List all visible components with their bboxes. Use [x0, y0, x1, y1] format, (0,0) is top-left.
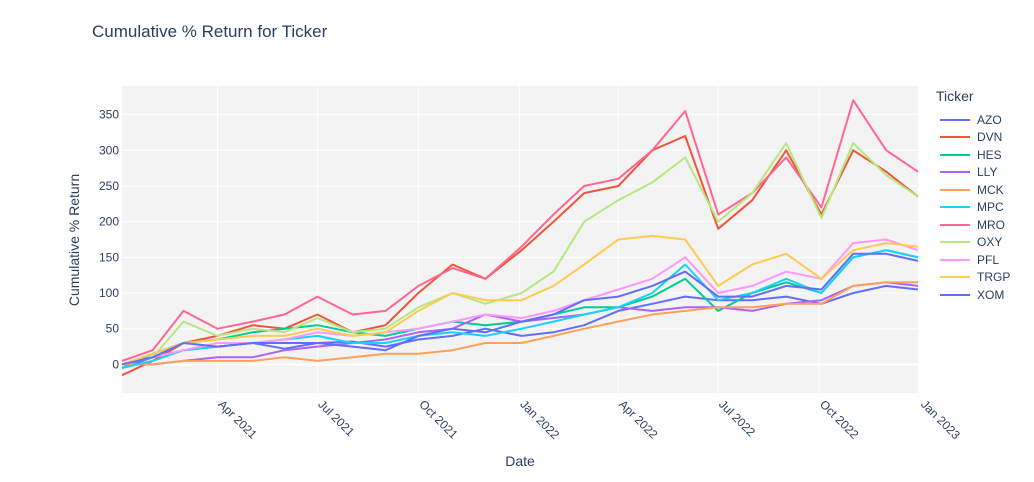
x-tick-label: Oct 2022 [817, 397, 862, 442]
y-tick-label: 150 [99, 250, 119, 264]
legend-swatch [940, 223, 970, 226]
x-tick-label: Jan 2022 [517, 397, 562, 442]
legend-item-pfl[interactable]: PFL [936, 251, 1030, 269]
legend-label: MRO [977, 217, 1005, 232]
x-tick-label: Apr 2022 [616, 397, 661, 442]
legend-swatch [940, 241, 970, 244]
x-tick-labels: Apr 2021 Jul 2021 Oct 2021 Jan 2022 Apr 2022… [215, 397, 963, 442]
legend-item-hes[interactable]: HES [936, 146, 1030, 164]
y-tick-label: 0 [112, 357, 119, 371]
y-tick-label: 350 [99, 108, 119, 122]
x-tick-label: Jan 2023 [918, 397, 963, 442]
legend-label: MPC [977, 200, 1004, 215]
series-lines[interactable] [121, 99, 919, 377]
series-line-xom[interactable] [121, 252, 919, 366]
legend-swatch [940, 153, 970, 156]
legend-swatch [940, 136, 970, 139]
y-tick-label: 100 [99, 286, 119, 300]
legend-item-mpc[interactable]: MPC [936, 199, 1030, 217]
legend-item-lly[interactable]: LLY [936, 164, 1030, 182]
legend-label: TRGP [977, 270, 1011, 285]
legend-items: AZO DVN HES LLY MCK MPC MRO OXY PFL TRGP XOM [936, 111, 1030, 304]
legend-label: HES [977, 147, 1002, 162]
legend-swatch [940, 171, 970, 174]
legend-swatch [940, 188, 970, 191]
series-line-oxy[interactable] [121, 142, 919, 366]
series-line-mck[interactable] [122, 281, 918, 366]
legend-title: Ticker [936, 88, 974, 104]
y-tick-label: 300 [99, 143, 119, 157]
y-tick-labels: 0 50 100 150 200 250 300 350 [99, 108, 119, 372]
legend-swatch [940, 276, 970, 279]
x-tick-label: Oct 2021 [416, 397, 461, 442]
legend-label: LLY [977, 165, 998, 180]
legend: Ticker AZO DVN HES LLY MCK MPC MRO OXY PFL TRGP XO… [936, 88, 1030, 304]
y-axis-title: Cumulative % Return [66, 174, 82, 306]
legend-label: XOM [977, 287, 1005, 302]
legend-item-mro[interactable]: MRO [936, 216, 1030, 234]
series-line-trgp[interactable] [121, 234, 919, 366]
legend-label: DVN [977, 130, 1003, 145]
legend-item-oxy[interactable]: OXY [936, 234, 1030, 252]
x-tick-label: Jul 2021 [315, 397, 357, 439]
series-line-mro[interactable] [121, 99, 919, 362]
x-tick-label: Jul 2022 [716, 397, 758, 439]
legend-swatch [940, 258, 970, 261]
y-tick-label: 200 [99, 215, 119, 229]
legend-label: MCK [977, 182, 1004, 197]
x-axis-title: Date [505, 453, 535, 469]
legend-swatch [940, 206, 970, 209]
series-line-dvn[interactable] [121, 135, 919, 377]
legend-item-azo[interactable]: AZO [936, 111, 1030, 129]
legend-label: AZO [977, 112, 1002, 127]
legend-label: PFL [977, 252, 1000, 267]
legend-item-trgp[interactable]: TRGP [936, 269, 1030, 287]
legend-item-mck[interactable]: MCK [936, 181, 1030, 199]
legend-item-dvn[interactable]: DVN [936, 129, 1030, 147]
y-tick-label: 50 [106, 322, 120, 336]
legend-item-xom[interactable]: XOM [936, 286, 1030, 304]
x-tick-label: Apr 2021 [215, 397, 260, 442]
plot-background [122, 86, 918, 393]
legend-swatch [940, 293, 970, 296]
chart-title: Cumulative % Return for Ticker [92, 22, 328, 41]
legend-label: OXY [977, 235, 1003, 250]
legend-swatch [940, 118, 970, 121]
y-tick-label: 250 [99, 179, 119, 193]
